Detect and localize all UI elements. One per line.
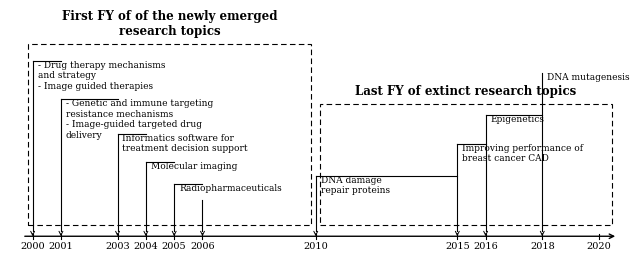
Text: - Drug therapy mechanisms
and strategy
- Image guided therapies: - Drug therapy mechanisms and strategy -… <box>38 61 165 91</box>
Text: 2020: 2020 <box>586 242 611 251</box>
Text: 2005: 2005 <box>162 242 186 251</box>
Text: - Genetic and immune targeting
resistance mechanisms
- Image-guided targeted dru: - Genetic and immune targeting resistanc… <box>66 99 213 140</box>
Text: DNA damage
repair proteins: DNA damage repair proteins <box>321 176 390 195</box>
Text: 2000: 2000 <box>20 242 45 251</box>
Text: First FY of of the newly emerged
research topics: First FY of of the newly emerged researc… <box>61 10 277 38</box>
Text: 2004: 2004 <box>134 242 158 251</box>
Text: 2001: 2001 <box>49 242 74 251</box>
Text: 2015: 2015 <box>445 242 470 251</box>
Text: 2010: 2010 <box>303 242 328 251</box>
Text: 2016: 2016 <box>473 242 498 251</box>
Text: 2018: 2018 <box>530 242 555 251</box>
Text: Molecular imaging: Molecular imaging <box>151 162 237 171</box>
Text: Epigenetics: Epigenetics <box>490 115 545 124</box>
Text: 2006: 2006 <box>190 242 215 251</box>
Text: 2003: 2003 <box>105 242 130 251</box>
Bar <box>28 44 311 225</box>
Text: DNA mutagenesis: DNA mutagenesis <box>547 73 630 82</box>
Text: Informatics software for
treatment decision support: Informatics software for treatment decis… <box>122 134 248 153</box>
Text: Last FY of extinct research topics: Last FY of extinct research topics <box>355 84 577 98</box>
Text: Radiopharmaceuticals: Radiopharmaceuticals <box>179 184 282 193</box>
Text: Improving performance of
breast cancer CAD: Improving performance of breast cancer C… <box>462 144 583 163</box>
Bar <box>320 104 612 225</box>
